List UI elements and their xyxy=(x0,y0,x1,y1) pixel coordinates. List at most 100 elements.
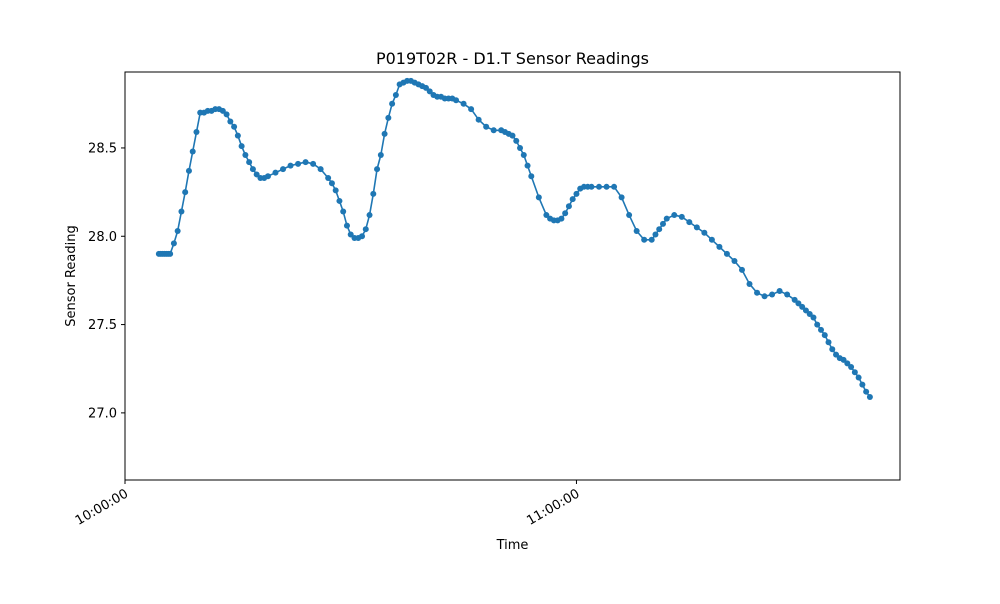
data-point xyxy=(453,97,460,104)
y-axis-ticks: 27.0 27.5 28.0 28.5 xyxy=(88,141,125,421)
y-tick-label: 27.5 xyxy=(88,318,117,333)
data-point xyxy=(426,88,433,95)
data-point xyxy=(795,300,802,307)
data-point xyxy=(659,220,666,227)
data-point xyxy=(336,197,343,204)
data-point xyxy=(475,116,482,123)
data-point xyxy=(562,210,569,217)
data-point xyxy=(603,183,610,190)
data-point xyxy=(701,229,708,236)
data-point xyxy=(381,130,388,137)
data-point xyxy=(189,148,196,155)
data-point xyxy=(231,123,238,130)
data-point xyxy=(588,183,595,190)
data-point xyxy=(833,351,840,358)
data-point xyxy=(708,236,715,243)
data-point xyxy=(648,236,655,243)
chart-title: P019T02R - D1.T Sensor Readings xyxy=(376,49,649,68)
data-point xyxy=(818,326,824,333)
data-point xyxy=(385,114,392,121)
plot-area xyxy=(125,72,900,480)
data-point xyxy=(776,288,783,295)
data-point xyxy=(851,369,858,376)
data-point xyxy=(825,339,832,346)
data-point xyxy=(422,84,429,91)
axes-frame xyxy=(124,71,901,481)
data-point xyxy=(347,231,354,238)
data-point xyxy=(641,236,648,243)
data-point xyxy=(468,106,475,113)
data-point xyxy=(178,208,185,215)
data-point xyxy=(370,190,377,197)
data-point xyxy=(483,123,490,130)
data-point xyxy=(810,314,817,321)
data-point xyxy=(174,227,181,234)
data-point xyxy=(340,208,347,215)
data-point xyxy=(565,203,572,210)
data-point xyxy=(678,213,685,220)
data-point xyxy=(343,222,350,229)
data-point xyxy=(325,174,332,181)
data-point xyxy=(528,173,535,180)
data-point xyxy=(866,393,873,400)
data-point xyxy=(223,111,230,118)
data-point xyxy=(784,291,791,298)
marks-layer xyxy=(155,77,873,400)
data-point xyxy=(234,132,241,139)
data-point xyxy=(626,212,633,219)
data-point xyxy=(840,356,847,363)
data-point xyxy=(769,291,776,298)
data-point xyxy=(663,215,670,222)
data-point xyxy=(859,381,866,388)
data-point xyxy=(754,289,761,296)
data-point xyxy=(185,167,192,174)
data-point xyxy=(656,226,663,233)
data-point xyxy=(490,127,497,134)
data-point xyxy=(731,257,738,264)
data-point xyxy=(193,129,200,136)
data-point xyxy=(848,363,855,370)
y-tick-label: 28.0 xyxy=(88,230,117,245)
data-point xyxy=(280,166,287,173)
data-point xyxy=(170,240,177,247)
data-point xyxy=(287,162,294,169)
data-point xyxy=(821,332,828,339)
data-point xyxy=(716,243,723,250)
data-point xyxy=(238,143,245,150)
data-point xyxy=(310,160,317,167)
data-point xyxy=(829,346,836,353)
data-point xyxy=(855,374,862,381)
data-point xyxy=(693,224,700,231)
data-point xyxy=(392,91,399,98)
data-point xyxy=(332,187,339,194)
data-point xyxy=(723,250,730,257)
data-point xyxy=(328,180,335,187)
y-tick-label: 28.5 xyxy=(88,141,117,156)
data-point xyxy=(219,107,226,114)
data-point xyxy=(761,293,768,300)
x-axis-label: Time xyxy=(496,538,529,553)
data-point xyxy=(374,166,381,173)
data-point xyxy=(806,310,813,317)
data-point xyxy=(863,388,870,395)
data-point xyxy=(377,152,384,159)
data-point xyxy=(524,162,531,169)
data-point xyxy=(633,227,640,234)
data-point xyxy=(569,196,576,203)
data-point xyxy=(558,215,565,222)
data-point xyxy=(366,212,373,219)
data-point xyxy=(671,212,678,219)
data-point xyxy=(359,233,366,240)
data-point xyxy=(573,190,580,197)
data-point xyxy=(535,194,542,201)
data-point xyxy=(746,280,753,287)
data-point xyxy=(317,166,324,173)
data-point xyxy=(295,160,302,167)
y-axis-label: Sensor Reading xyxy=(64,225,79,326)
data-point xyxy=(596,183,603,190)
data-point xyxy=(389,100,396,107)
data-point xyxy=(520,152,527,159)
data-point xyxy=(738,266,745,273)
